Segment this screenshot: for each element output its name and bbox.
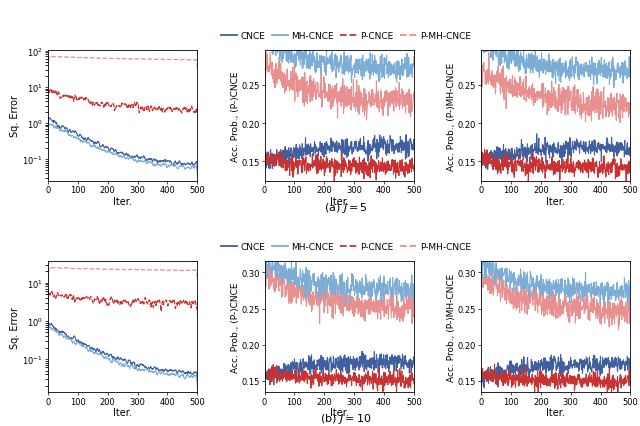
X-axis label: Iter.: Iter. <box>547 407 565 417</box>
Y-axis label: Sq. Error: Sq. Error <box>10 306 20 348</box>
Y-axis label: Sq. Error: Sq. Error <box>10 95 20 137</box>
X-axis label: Iter.: Iter. <box>330 196 349 206</box>
Y-axis label: Acc. Prob., (P-)CNCE: Acc. Prob., (P-)CNCE <box>231 71 240 161</box>
Text: (a) $J = 5$: (a) $J = 5$ <box>324 200 367 214</box>
Y-axis label: Acc. Prob., (P-)MH-CNCE: Acc. Prob., (P-)MH-CNCE <box>447 62 456 170</box>
X-axis label: Iter.: Iter. <box>547 196 565 206</box>
Y-axis label: Acc. Prob., (P-)MH-CNCE: Acc. Prob., (P-)MH-CNCE <box>447 273 456 381</box>
Text: (b) $J = 10$: (b) $J = 10$ <box>320 411 371 425</box>
X-axis label: Iter.: Iter. <box>330 407 349 417</box>
Legend: CNCE, MH-CNCE, P-CNCE, P-MH-CNCE: CNCE, MH-CNCE, P-CNCE, P-MH-CNCE <box>221 243 470 252</box>
X-axis label: Iter.: Iter. <box>113 407 132 417</box>
Y-axis label: Acc. Prob., (P-)CNCE: Acc. Prob., (P-)CNCE <box>231 282 240 372</box>
Legend: CNCE, MH-CNCE, P-CNCE, P-MH-CNCE: CNCE, MH-CNCE, P-CNCE, P-MH-CNCE <box>221 32 470 41</box>
X-axis label: Iter.: Iter. <box>113 196 132 206</box>
